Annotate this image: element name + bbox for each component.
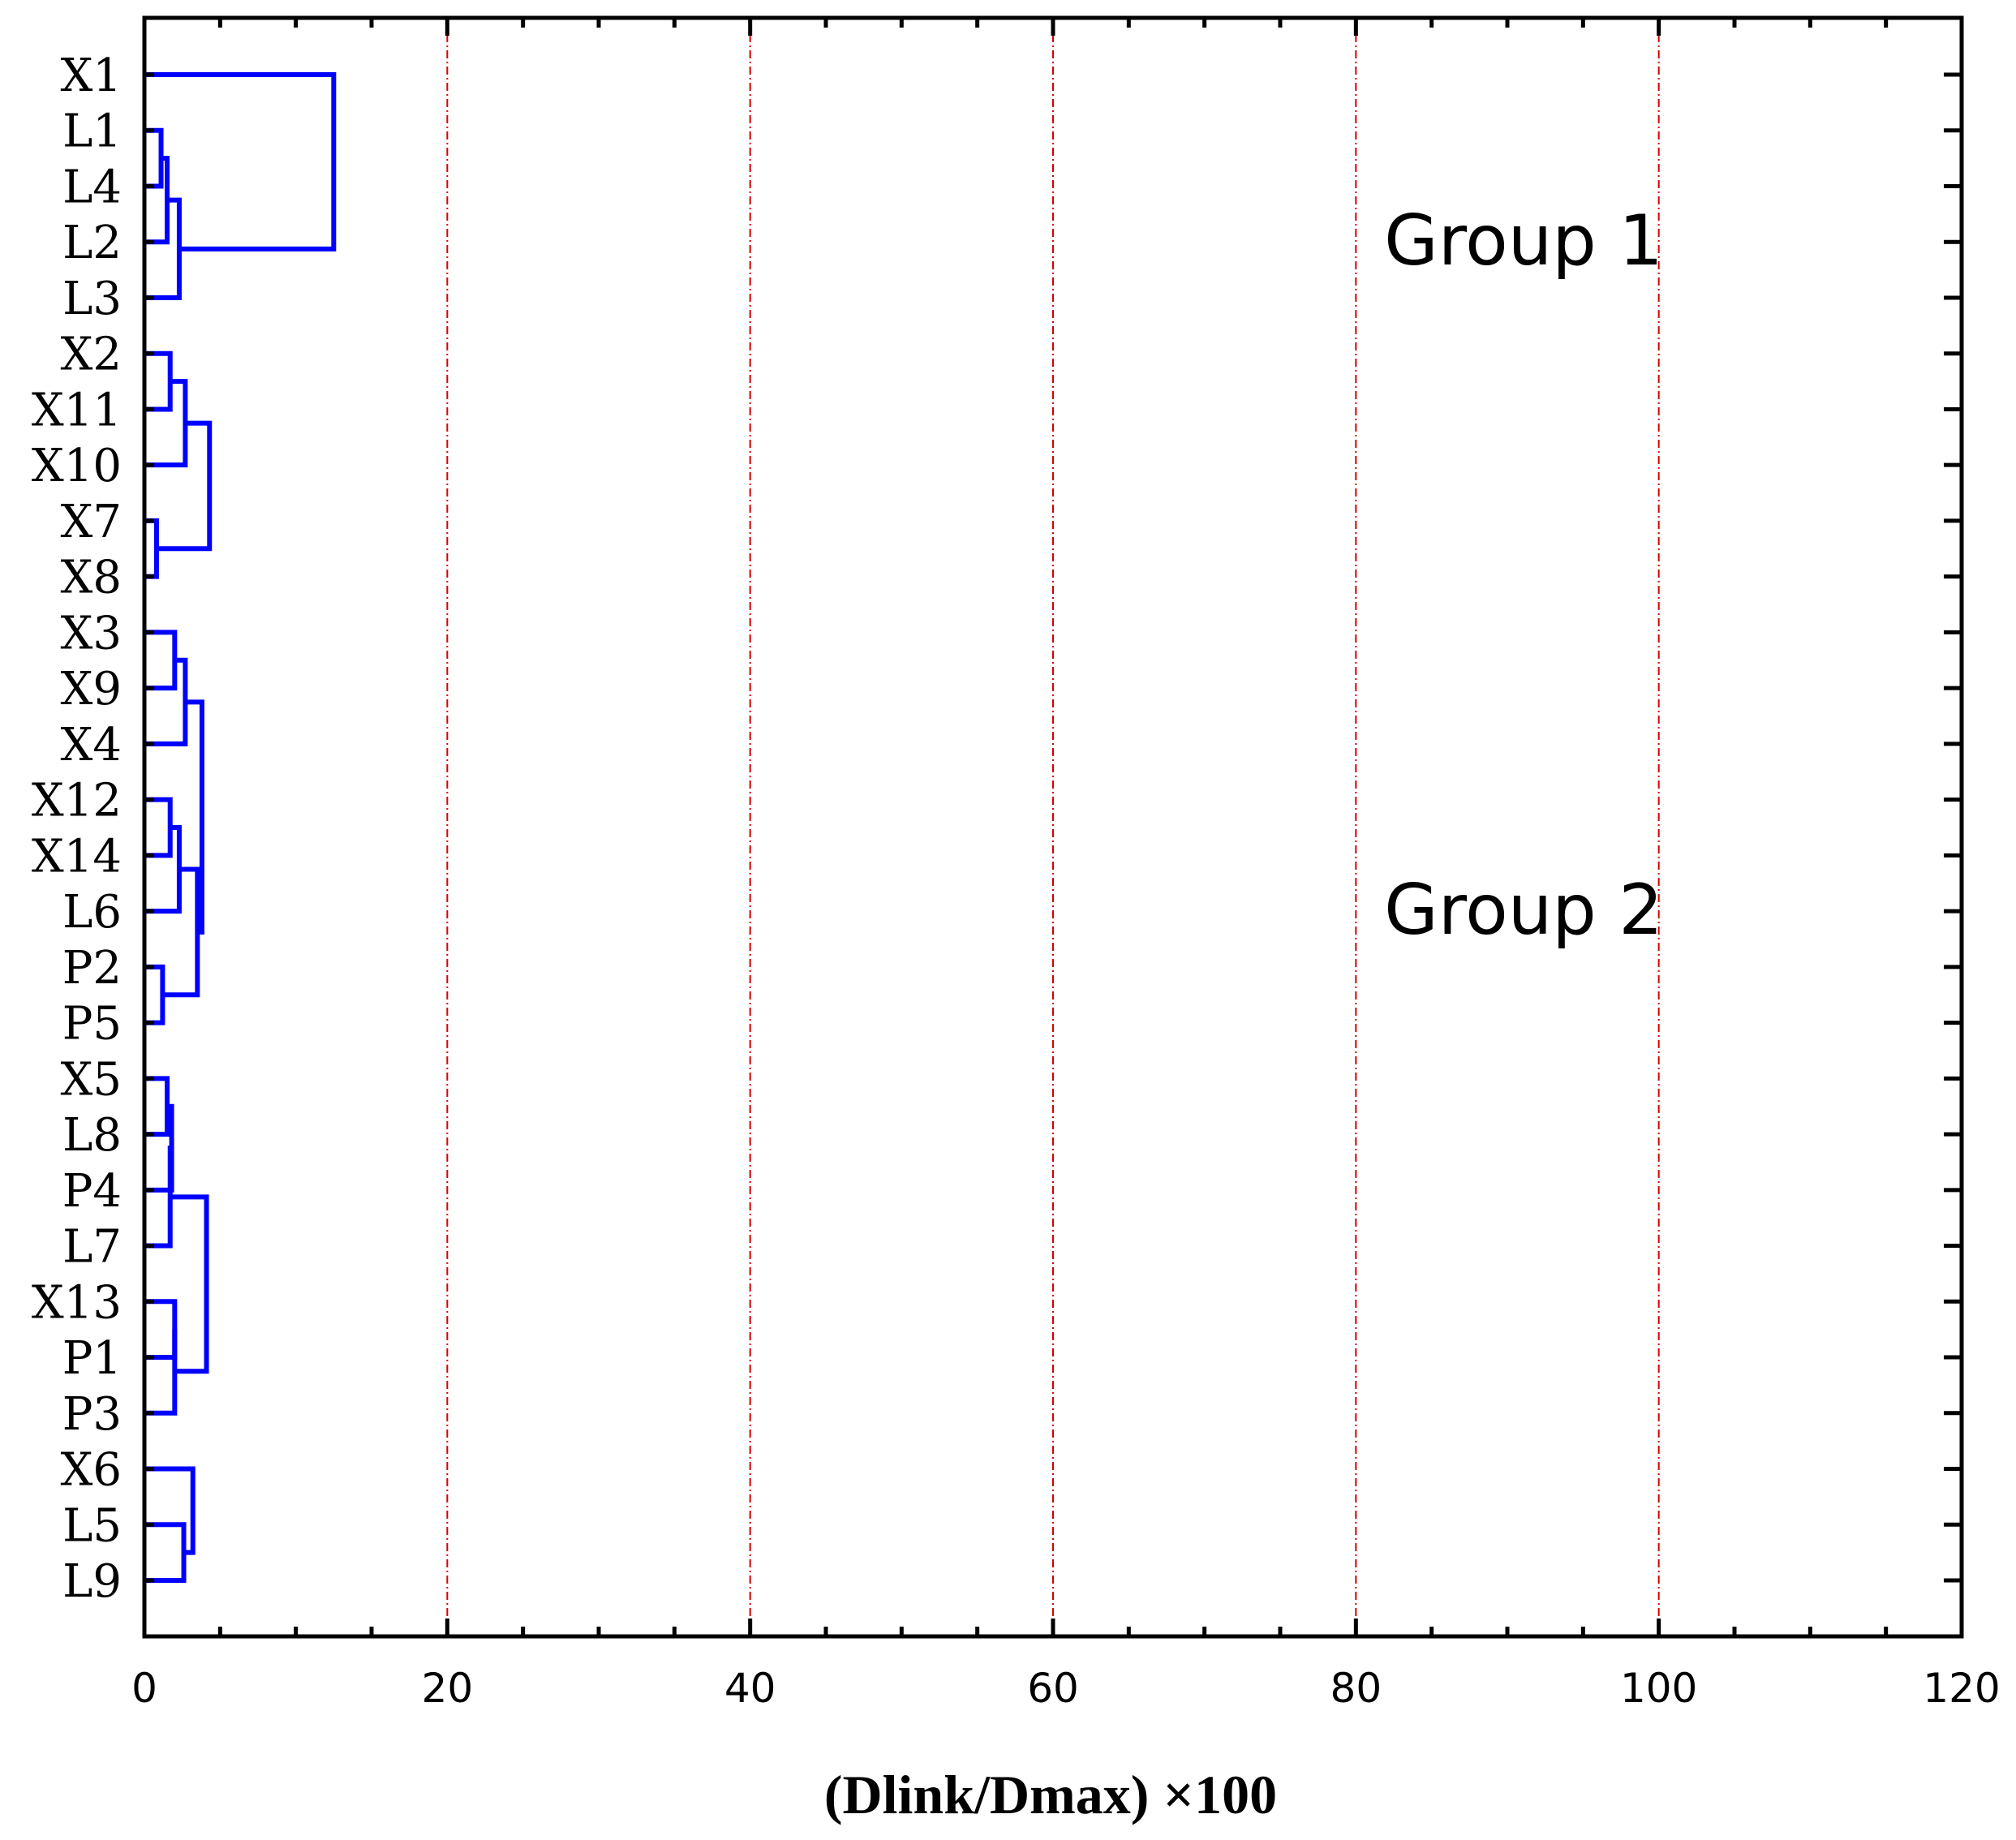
leaf-label: X10: [32, 440, 122, 492]
dendrogram-link-20: [144, 1522, 187, 1583]
dendrogram-link-11: [144, 797, 173, 858]
dendrogram-link-10: [144, 657, 188, 746]
leaf-label: X8: [61, 552, 123, 604]
x-tick-label: 120: [1923, 1665, 2000, 1712]
dendrogram-link-21: [144, 1466, 196, 1555]
dendrogram-link-15: [185, 699, 204, 935]
leaf-label: X11: [32, 384, 122, 436]
dendrogram-link-0: [144, 127, 164, 189]
leaf-label: X7: [61, 496, 123, 548]
dendrogram-link-5: [144, 350, 173, 412]
annotation-group-1: Group 1: [1384, 200, 1663, 282]
leaf-label: X3: [61, 607, 123, 660]
dendrogram-link-17: [144, 1299, 178, 1361]
leaf-label: L2: [62, 217, 122, 269]
leaf-label: L4: [62, 161, 122, 213]
leaf-label: P1: [62, 1332, 122, 1385]
leaf-label: X5: [61, 1053, 123, 1106]
leaf-label: L9: [62, 1555, 122, 1608]
leaf-label: P4: [62, 1165, 122, 1218]
dendrogram-link-14: [162, 866, 200, 998]
dendrogram-link-12: [144, 825, 182, 914]
dendrogram-link-16: [144, 1146, 173, 1249]
x-axis-title: (Dlink/Dmax) ×100: [824, 1764, 1277, 1825]
x-tick-label: 100: [1620, 1665, 1697, 1712]
dendrogram-link-19: [170, 1194, 209, 1374]
leaf-label: L7: [62, 1221, 122, 1274]
gridlines: [446, 18, 1660, 1636]
leaf-label: X6: [61, 1444, 123, 1497]
dendrogram-link-9: [144, 630, 178, 691]
leaf-label: L3: [62, 273, 122, 325]
leaf-label: X4: [61, 719, 123, 772]
leaf-label: X1: [61, 49, 123, 102]
dendrogram-link-1: [144, 1076, 170, 1137]
leaf-label: L6: [62, 886, 122, 939]
dendrogram-link-6: [144, 379, 188, 468]
x-tick-labels: 0 20 40 60 80 100 120: [131, 1665, 2001, 1712]
dendrogram-link-4: [144, 197, 182, 300]
x-tick-label: 20: [422, 1665, 474, 1712]
leaf-label: X13: [32, 1276, 122, 1329]
leaf-label: X2: [61, 329, 123, 381]
leaf-label: L1: [62, 105, 122, 158]
leaf-label: P2: [62, 942, 122, 995]
annotation-group-2: Group 2: [1384, 870, 1663, 951]
leaf-label: X12: [32, 775, 122, 828]
x-tick-label: 60: [1027, 1665, 1079, 1712]
annotations: Group 1 Group 2: [1384, 200, 1663, 951]
dendrogram-link-18: [144, 1329, 178, 1416]
leaf-label: P5: [62, 998, 122, 1051]
leaf-labels: X1L1L4L2L3X2X11X10X7X8X3X9X4X12X14L6P2P5…: [32, 49, 122, 1608]
dendrogram-link-8: [156, 420, 213, 552]
dendrogram-links: [144, 72, 337, 1583]
leaf-label: X9: [61, 663, 123, 716]
x-tick-label: 80: [1330, 1665, 1382, 1712]
leaf-label: L8: [62, 1109, 122, 1162]
dendrogram-link-22: [144, 72, 337, 251]
x-tick-label: 0: [131, 1665, 157, 1712]
dendrogram-link-3: [144, 156, 170, 245]
leaf-label: P3: [62, 1388, 122, 1441]
leaf-label: X14: [32, 830, 122, 883]
x-tick-label: 40: [724, 1665, 776, 1712]
leaf-label: L5: [62, 1499, 122, 1552]
dendrogram-link-13: [144, 964, 165, 1025]
axis-ticks: [142, 18, 1964, 1636]
